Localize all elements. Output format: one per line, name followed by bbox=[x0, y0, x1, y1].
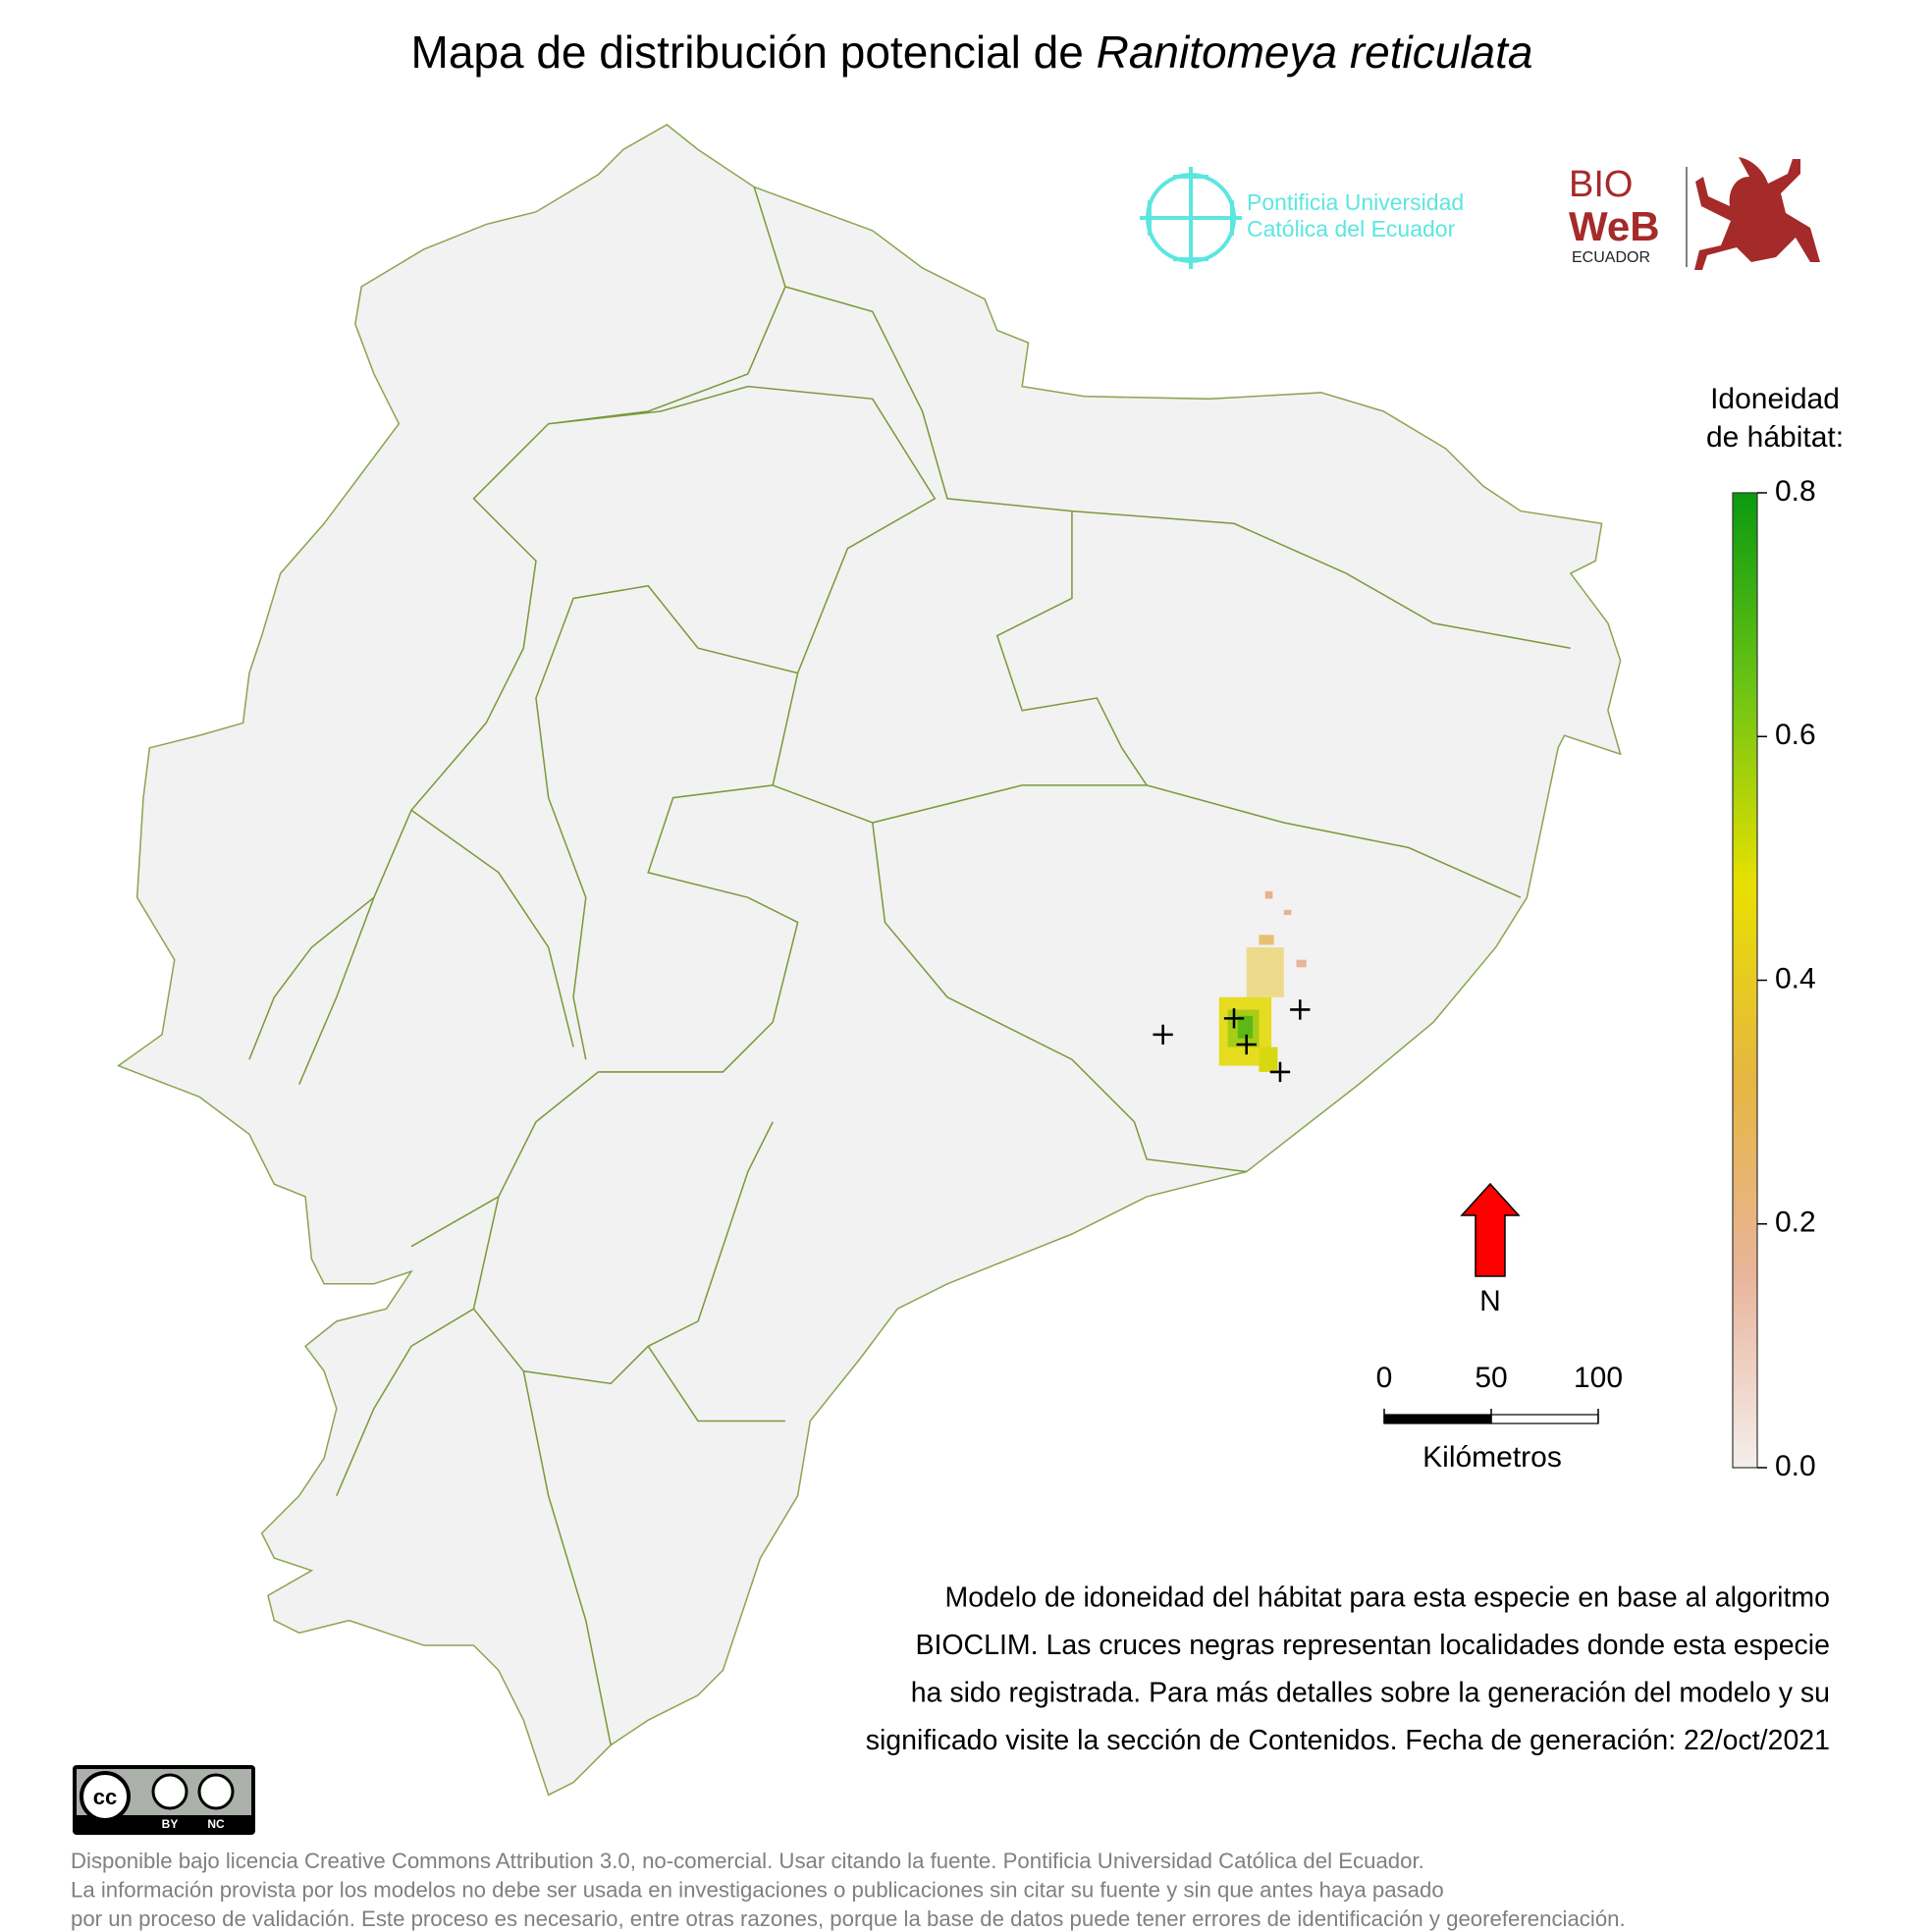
description-line: BIOCLIM. Las cruces negras representan l… bbox=[915, 1630, 1830, 1661]
scale-label: 100 bbox=[1574, 1362, 1623, 1394]
legend-title: Idoneidad bbox=[1710, 383, 1840, 415]
north-arrow: N bbox=[1460, 1182, 1521, 1317]
bioweb-logo: BIO WeB ECUADOR bbox=[1569, 157, 1820, 270]
scale-unit: Kilómetros bbox=[1422, 1441, 1562, 1474]
occurrence-crosses bbox=[1153, 999, 1311, 1083]
footer-line: Disponible bajo licencia Creative Common… bbox=[71, 1849, 1424, 1873]
description-line: significado visite la sección de Conteni… bbox=[866, 1725, 1830, 1756]
bioweb-text: ECUADOR bbox=[1572, 249, 1650, 266]
map bbox=[117, 124, 1622, 1797]
suitability-cells bbox=[1218, 890, 1307, 1072]
title-main: Mapa de distribución potencial de bbox=[411, 27, 1097, 78]
colorbar-tick-label: 0.2 bbox=[1775, 1207, 1816, 1239]
cc-nc: NC bbox=[207, 1817, 225, 1831]
puce-text: Pontificia Universidad bbox=[1247, 189, 1464, 215]
bioweb-text: BIO bbox=[1569, 164, 1633, 205]
legend-title: de hábitat: bbox=[1706, 421, 1844, 454]
scale-segment bbox=[1383, 1414, 1492, 1424]
country-shape bbox=[117, 124, 1622, 1797]
north-label: N bbox=[1479, 1285, 1501, 1317]
bioweb-text: WeB bbox=[1569, 203, 1660, 249]
province-borders bbox=[248, 187, 1571, 1745]
colorbar-tick-label: 0.4 bbox=[1775, 962, 1816, 994]
description-line: ha sido registrada. Para más detalles so… bbox=[911, 1678, 1830, 1709]
colorbar-tick-label: 0.6 bbox=[1775, 719, 1816, 751]
footer-line: por un proceso de validación. Este proce… bbox=[71, 1906, 1626, 1931]
colorbar-tick-label: 0.8 bbox=[1775, 475, 1816, 508]
scale-label: 50 bbox=[1475, 1362, 1507, 1394]
puce-logo: Pontificia Universidad Católica del Ecua… bbox=[1140, 167, 1464, 269]
scale-label: 0 bbox=[1376, 1362, 1393, 1394]
colorbar bbox=[1732, 492, 1758, 1469]
title-species: Ranitomeya reticulata bbox=[1097, 27, 1533, 78]
cc-by: BY bbox=[162, 1817, 179, 1831]
footer-line: La información provista por los modelos … bbox=[71, 1877, 1444, 1902]
title: Mapa de distribución potencial de Ranito… bbox=[411, 27, 1533, 78]
scale-segment bbox=[1490, 1414, 1599, 1424]
cc-badge: cc BY NC bbox=[73, 1765, 255, 1835]
colorbar-tick-label: 0.0 bbox=[1775, 1450, 1816, 1482]
puce-text: Católica del Ecuador bbox=[1247, 216, 1456, 242]
svg-text:cc: cc bbox=[93, 1785, 117, 1809]
description-line: Modelo de idoneidad del hábitat para est… bbox=[944, 1583, 1830, 1614]
